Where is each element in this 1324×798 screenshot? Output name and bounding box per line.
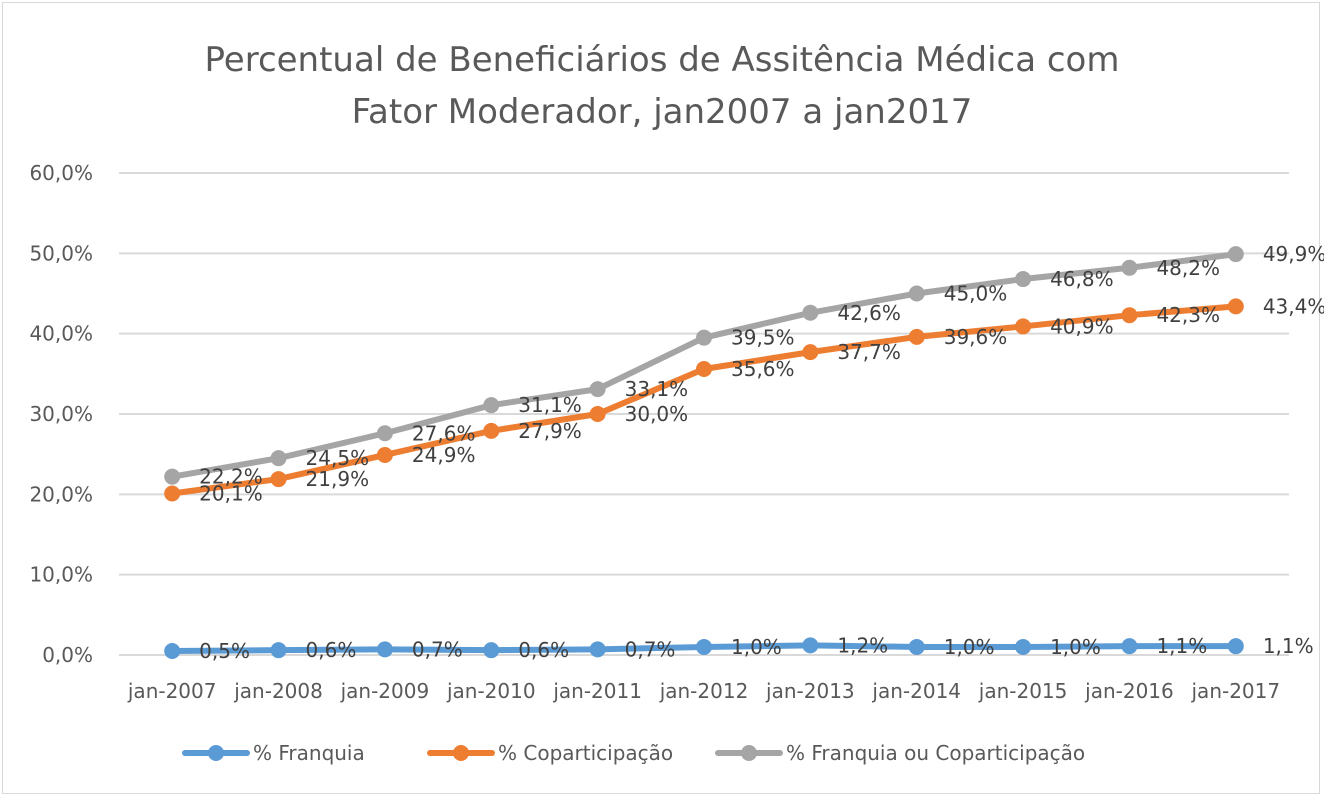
data-label: 0,6% xyxy=(306,638,357,662)
legend-item: % Coparticipação xyxy=(427,741,673,765)
data-label: 24,9% xyxy=(412,443,476,467)
y-tick-label: 10,0% xyxy=(29,563,93,587)
data-label: 33,1% xyxy=(625,377,689,401)
data-label: 42,6% xyxy=(837,301,901,325)
data-point xyxy=(164,468,181,485)
y-tick-label: 20,0% xyxy=(29,482,93,506)
data-point xyxy=(1015,271,1032,288)
data-label: 21,9% xyxy=(306,467,370,491)
data-point xyxy=(1121,307,1138,324)
data-label: 39,6% xyxy=(944,325,1008,349)
data-label: 0,5% xyxy=(199,639,250,663)
data-point xyxy=(802,344,819,361)
data-point xyxy=(483,422,500,439)
chart-title-line-1: Percentual de Beneficiários de Assitênci… xyxy=(205,40,1120,80)
data-label: 1,0% xyxy=(944,635,995,659)
data-label: 40,9% xyxy=(1050,314,1114,338)
data-point xyxy=(802,304,819,321)
data-point xyxy=(1015,638,1032,655)
y-tick-label: 0,0% xyxy=(42,643,93,667)
x-tick-label: jan-2016 xyxy=(1084,679,1174,703)
data-label: 1,1% xyxy=(1263,634,1314,658)
data-label: 27,9% xyxy=(518,419,582,443)
legend-item: % Franquia xyxy=(182,741,365,765)
chart-title-line-2: Fator Moderador, jan2007 a jan2017 xyxy=(352,92,973,132)
legend-marker xyxy=(453,745,469,761)
data-label: 27,6% xyxy=(412,421,476,445)
data-point xyxy=(376,446,393,463)
data-label: 45,0% xyxy=(944,282,1008,306)
data-label: 37,7% xyxy=(837,340,901,364)
data-label: 1,2% xyxy=(837,633,888,657)
data-point xyxy=(164,485,181,502)
data-label: 46,8% xyxy=(1050,267,1114,291)
x-tick-label: jan-2010 xyxy=(446,679,536,703)
data-label: 30,0% xyxy=(625,402,689,426)
data-label: 0,7% xyxy=(625,637,676,661)
data-label: 48,2% xyxy=(1156,256,1220,280)
y-tick-label: 30,0% xyxy=(29,402,93,426)
data-point xyxy=(270,642,287,659)
legend-marker xyxy=(208,745,224,761)
data-point xyxy=(802,637,819,654)
data-point xyxy=(908,328,925,345)
data-point xyxy=(1227,246,1244,263)
data-point xyxy=(1227,298,1244,315)
data-point xyxy=(376,425,393,442)
x-tick-label: jan-2017 xyxy=(1191,679,1281,703)
data-point xyxy=(696,638,712,655)
data-point xyxy=(270,450,287,467)
data-label: 1,0% xyxy=(731,635,782,659)
x-tick-label: jan-2014 xyxy=(871,679,961,703)
x-tick-label: jan-2008 xyxy=(233,679,323,703)
data-label: 20,1% xyxy=(199,482,263,506)
data-point xyxy=(1121,259,1138,276)
data-label: 1,1% xyxy=(1156,634,1207,658)
data-point xyxy=(589,406,606,422)
data-point xyxy=(589,381,606,398)
data-label: 49,9% xyxy=(1263,242,1324,266)
x-tick-label: jan-2015 xyxy=(978,679,1068,703)
x-tick-label: jan-2009 xyxy=(340,679,430,703)
data-point xyxy=(589,641,606,658)
y-tick-label: 50,0% xyxy=(29,241,93,265)
data-point xyxy=(696,361,712,378)
data-label: 0,6% xyxy=(518,638,569,662)
x-tick-label: jan-2011 xyxy=(552,679,642,703)
data-label: 31,1% xyxy=(518,393,582,417)
data-label: 0,7% xyxy=(412,637,463,661)
data-point xyxy=(270,471,287,488)
y-tick-label: 40,0% xyxy=(29,322,93,346)
data-label: 42,3% xyxy=(1156,303,1220,327)
legend-item: % Franquia ou Coparticipação xyxy=(715,741,1085,765)
legend-label: % Coparticipação xyxy=(498,741,673,765)
data-point xyxy=(696,329,712,346)
data-point xyxy=(1121,638,1138,655)
x-tick-label: jan-2007 xyxy=(127,679,217,703)
data-point xyxy=(376,641,393,658)
legend-marker xyxy=(741,745,757,761)
data-label: 1,0% xyxy=(1050,635,1101,659)
x-tick-label: jan-2013 xyxy=(765,679,855,703)
data-label: 43,4% xyxy=(1263,294,1324,318)
data-point xyxy=(164,642,181,659)
data-point xyxy=(908,638,925,655)
data-label: 24,5% xyxy=(306,446,370,470)
data-point xyxy=(483,397,500,414)
data-label: 22,2% xyxy=(199,465,263,489)
data-label: 39,5% xyxy=(731,326,795,350)
x-tick-label: jan-2012 xyxy=(659,679,749,703)
data-label: 35,6% xyxy=(731,357,795,381)
legend-label: % Franquia ou Coparticipação xyxy=(786,741,1085,765)
data-point xyxy=(1227,638,1244,655)
data-point xyxy=(483,642,500,659)
y-tick-label: 60,0% xyxy=(29,161,93,185)
data-point xyxy=(908,285,925,302)
legend-label: % Franquia xyxy=(253,741,365,765)
data-point xyxy=(1015,318,1032,335)
